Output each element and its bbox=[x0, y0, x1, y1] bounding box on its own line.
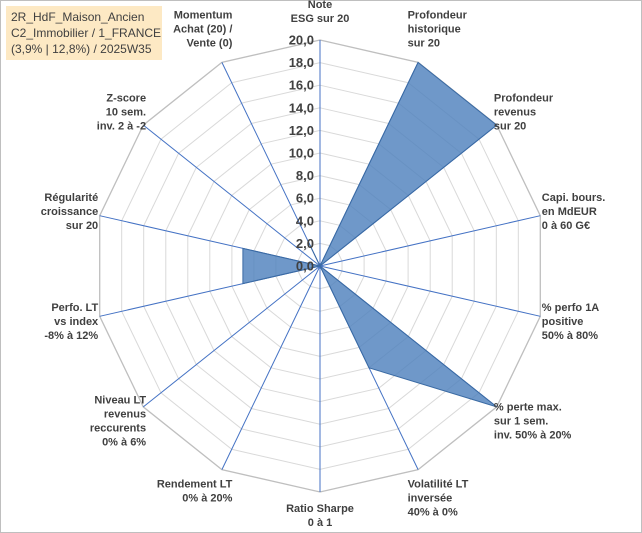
axis-label-line: revenus bbox=[104, 409, 146, 421]
axis-label-line: historique bbox=[408, 24, 461, 36]
label-layer: Note ESG sur 20 Profondeur historique sur 20… bbox=[41, 0, 606, 529]
axis-label: Régularité croissance sur 20 bbox=[41, 192, 98, 232]
axis-label-line: inversée bbox=[408, 492, 453, 504]
tick-label: 20,0 bbox=[289, 33, 314, 48]
axis-label: Profondeur historique sur 20 bbox=[408, 10, 468, 50]
axis-label: Momentum Achat (20) / Vente (0) bbox=[173, 10, 233, 50]
axis-label-line: ESG sur 20 bbox=[291, 13, 350, 25]
series-layer bbox=[242, 61, 498, 408]
axis-label: Profondeur revenus sur 20 bbox=[494, 92, 554, 132]
tick-label: 10,0 bbox=[289, 146, 314, 161]
axis-label-line: Note bbox=[308, 0, 332, 11]
axis-label-line: 0 à 60 G€ bbox=[542, 220, 590, 232]
tick-label: 2,0 bbox=[296, 236, 314, 251]
tick-label: 6,0 bbox=[296, 191, 314, 206]
spoke-line bbox=[319, 265, 541, 317]
axis-label-line: Perfo. LT bbox=[51, 302, 98, 314]
spoke-line bbox=[319, 215, 541, 267]
axis-label-line: Rendement LT bbox=[157, 478, 233, 490]
axis-label-line: -8% à 12% bbox=[44, 330, 98, 342]
axis-label-line: inv. 2 à -2 bbox=[97, 120, 146, 132]
axis-label: Rendement LT 0% à 20% bbox=[157, 478, 233, 504]
axis-label-line: 0 à 1 bbox=[308, 517, 332, 529]
title-line-1: 2R_HdF_Maison_Ancien bbox=[11, 10, 145, 24]
axis-label: Volatilité LT inversée 40% à 0% bbox=[408, 478, 469, 518]
chart-title-box: 2R_HdF_Maison_Ancien C2_Immobilier / 1_F… bbox=[6, 6, 162, 60]
axis-label-line: Achat (20) / bbox=[173, 24, 232, 36]
axis-label-line: % perte max. bbox=[494, 402, 562, 414]
tick-label: 12,0 bbox=[289, 123, 314, 138]
axis-label: % perfo 1A positive 50% à 80% bbox=[542, 302, 600, 342]
title-line-3: (3,9% | 12,8%) / 2025W35 bbox=[11, 42, 152, 56]
axis-label: Niveau LT revenus reccurents 0% à 6% bbox=[90, 395, 147, 449]
spoke-line bbox=[221, 265, 321, 470]
axis-label-line: 50% à 80% bbox=[542, 330, 598, 342]
axis-label-line: sur 20 bbox=[494, 120, 526, 132]
axis-label-line: positive bbox=[542, 316, 584, 328]
axis-label-line: Vente (0) bbox=[187, 38, 233, 50]
axis-label-line: Volatilité LT bbox=[408, 478, 469, 490]
axis-label-line: 10 sem. bbox=[106, 106, 146, 118]
tick-label: 18,0 bbox=[289, 55, 314, 70]
axis-label-line: reccurents bbox=[90, 423, 146, 435]
axis-label-line: croissance bbox=[41, 206, 98, 218]
axis-label-line: sur 20 bbox=[408, 38, 440, 50]
tick-label: 4,0 bbox=[296, 213, 314, 228]
axis-label: Perfo. LT vs index -8% à 12% bbox=[44, 302, 99, 342]
spoke-line bbox=[142, 124, 321, 267]
axis-label-line: vs index bbox=[54, 316, 99, 328]
axis-label: Note ESG sur 20 bbox=[291, 0, 350, 25]
axis-label-line: Profondeur bbox=[494, 92, 554, 104]
axis-label-line: Ratio Sharpe bbox=[286, 503, 354, 515]
title-line-2: C2_Immobilier / 1_FRANCE bbox=[11, 26, 162, 40]
axis-label-line: Niveau LT bbox=[94, 395, 146, 407]
axis-label-line: 0% à 6% bbox=[102, 437, 146, 449]
tick-label: 0,0 bbox=[296, 259, 314, 274]
tick-label: 16,0 bbox=[289, 78, 314, 93]
axis-label-line: Profondeur bbox=[408, 10, 468, 22]
axis-label-line: inv. 50% à 20% bbox=[494, 430, 572, 442]
axis-label-line: Z-score bbox=[106, 92, 146, 104]
axis-label-line: Capi. bours. bbox=[542, 192, 606, 204]
axis-label-line: en MdEUR bbox=[542, 206, 597, 218]
axis-label-line: % perfo 1A bbox=[542, 302, 600, 314]
series-area bbox=[242, 61, 498, 408]
tick-label: 14,0 bbox=[289, 100, 314, 115]
axis-label-line: Régularité bbox=[44, 192, 98, 204]
spoke-line bbox=[142, 265, 321, 408]
axis-label-line: sur 1 sem. bbox=[494, 416, 548, 428]
axis-label-line: 40% à 0% bbox=[408, 506, 458, 518]
tick-label: 8,0 bbox=[296, 168, 314, 183]
axis-label: Z-score 10 sem. inv. 2 à -2 bbox=[97, 92, 146, 132]
tick-layer: 0,0 2,0 4,0 6,0 8,0 10,0 12,0 14,0 16,0 18,0 20,0 bbox=[289, 33, 314, 274]
axis-label: % perte max. sur 1 sem. inv. 50% à 20% bbox=[494, 402, 572, 442]
axis-label-line: sur 20 bbox=[66, 220, 98, 232]
axis-label-line: 0% à 20% bbox=[182, 492, 232, 504]
axis-label-line: revenus bbox=[494, 106, 536, 118]
spoke-line bbox=[221, 62, 321, 267]
axis-label: Ratio Sharpe 0 à 1 bbox=[286, 503, 354, 529]
axis-label: Capi. bours. en MdEUR 0 à 60 G€ bbox=[542, 192, 606, 232]
axis-label-line: Momentum bbox=[174, 10, 233, 22]
